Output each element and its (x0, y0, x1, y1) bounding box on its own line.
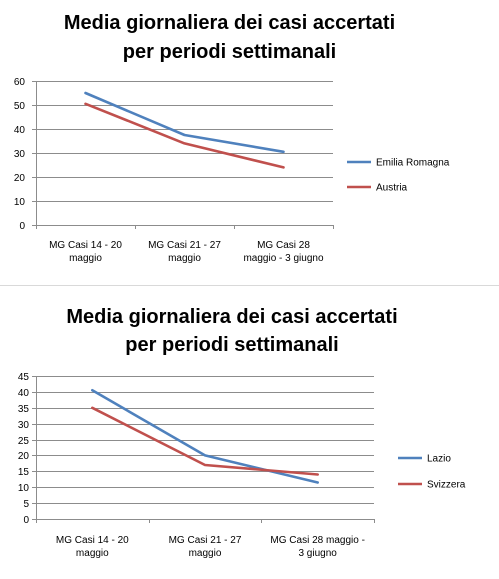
chart-1-category-label: maggio (69, 253, 102, 264)
chart-2-y-tick-label: 25 (18, 436, 30, 447)
chart-2-y-tick-label: 35 (18, 404, 30, 415)
chart-1: Media giornaliera dei casi accertati per … (0, 0, 499, 286)
chart-2-category-label: MG Casi 21 - 27 (169, 535, 242, 546)
chart-2-y-tick-label: 0 (23, 515, 29, 526)
chart-1-title-line-1: Media giornaliera dei casi accertati (64, 12, 395, 34)
chart-2-y-tick-label: 30 (18, 420, 30, 431)
chart-2-category-label: maggio (76, 548, 109, 559)
chart-1-y-tick-label: 10 (14, 197, 26, 208)
chart-1-legend-label: Austria (376, 183, 408, 194)
chart-1-category-label: MG Casi 28 (257, 240, 310, 251)
chart-2-category-label: MG Casi 28 maggio - (270, 535, 364, 546)
chart-2-y-tick-label: 10 (18, 483, 30, 494)
chart-2-category-label: MG Casi 14 - 20 (56, 535, 129, 546)
chart-2-title-line-1: Media giornaliera dei casi accertati (66, 306, 397, 328)
chart-2-title-line-2: per periodi settimanali (125, 334, 338, 356)
chart-1-category-label: MG Casi 14 - 20 (49, 240, 122, 251)
chart-1-y-tick-label: 40 (14, 125, 26, 136)
chart-2-category-label: maggio (189, 548, 222, 559)
chart-2-legend-label: Svizzera (427, 480, 466, 491)
chart-2-category-label: 3 giugno (298, 548, 337, 559)
chart-1-svg: Media giornaliera dei casi accertati per … (14, 12, 450, 264)
chart-2-y-tick-label: 15 (18, 467, 30, 478)
chart-2: Media giornaliera dei casi accertati per … (0, 287, 499, 579)
chart-1-y-tick-label: 60 (14, 77, 26, 88)
chart-1-series-emilia-romagna-line (84, 91, 285, 154)
chart-1-series-austria-line (84, 102, 285, 169)
chart-2-y-tick-label: 40 (18, 388, 30, 399)
chart-1-y-tick-label: 0 (19, 221, 25, 232)
chart-2-y-tick-label: 20 (18, 451, 30, 462)
chart-1-title-line-2: per periodi settimanali (123, 41, 336, 63)
chart-1-y-tick-label: 50 (14, 101, 26, 112)
chart-2-svg: Media giornaliera dei casi accertati per … (18, 306, 466, 559)
chart-2-series-svizzera-line (91, 406, 320, 476)
chart-1-y-tick-label: 30 (14, 149, 26, 160)
chart-1-category-label: maggio (168, 253, 201, 264)
chart-2-legend-label: Lazio (427, 454, 451, 465)
chart-2-y-tick-label: 45 (18, 372, 30, 383)
chart-1-y-tick-label: 20 (14, 173, 26, 184)
chart-1-category-label: MG Casi 21 - 27 (148, 240, 221, 251)
chart-separator (0, 285, 499, 286)
chart-1-legend-label: Emilia Romagna (376, 158, 450, 169)
chart-2-series-lazio-line (91, 389, 320, 484)
chart-2-y-tick-label: 5 (23, 499, 29, 510)
chart-1-category-label: maggio - 3 giugno (243, 253, 323, 264)
